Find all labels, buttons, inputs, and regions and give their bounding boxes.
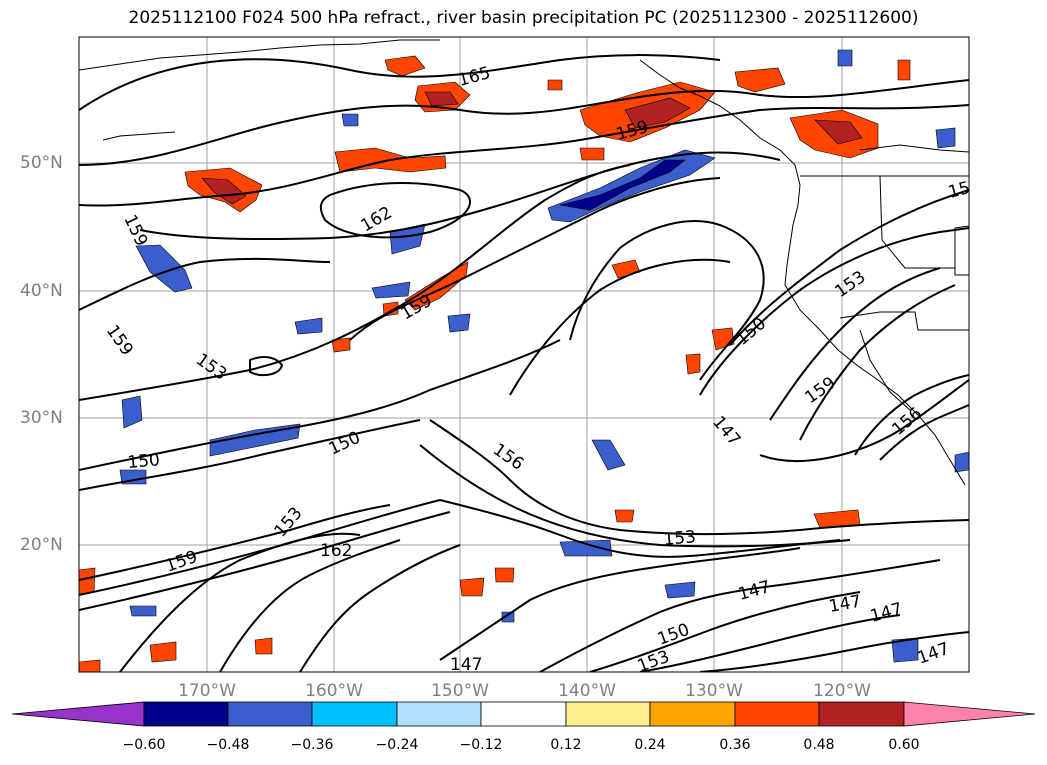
coastline (79, 39, 969, 486)
lat-label-30n: 30°N (20, 408, 63, 428)
lat-label-20n: 20°N (20, 535, 63, 555)
precip-negative-areas (119, 49, 969, 663)
lon-label-170w: 170°W (178, 681, 236, 701)
map-title: 2025112100 F024 500 hPa refract., river … (128, 8, 919, 28)
colorbar-under-extension (11, 701, 145, 727)
contour-label: 15 (946, 178, 972, 203)
contour-label: 147 (827, 592, 862, 617)
lon-label-160w: 160°W (305, 681, 363, 701)
lon-label-120w: 120°W (813, 681, 871, 701)
colorbar-over-extension (903, 701, 1036, 727)
contour-label: 147 (868, 599, 905, 627)
colorbar-tick: −0.12 (459, 737, 503, 753)
contour-label: 147 (450, 655, 482, 675)
colorbar-tick: 0.60 (888, 737, 920, 753)
lat-label-50n: 50°N (20, 153, 63, 173)
contour-label: 147 (736, 577, 773, 605)
contour-label: 159 (119, 212, 151, 250)
contour-label: 153 (831, 267, 869, 302)
contour-label: 162 (320, 541, 352, 561)
colorbar-tick: 0.48 (803, 737, 835, 753)
gridlines (79, 37, 969, 672)
contour-label: 165 (456, 63, 493, 91)
colorbar-tick: −0.36 (290, 737, 334, 753)
colorbar-tick: −0.48 (206, 737, 250, 753)
contour-label: 147 (915, 639, 952, 669)
lon-label-150w: 150°W (431, 681, 489, 701)
lon-label-140w: 140°W (558, 681, 616, 701)
colorbar-tick: 0.12 (550, 737, 582, 753)
lon-label-130w: 130°W (685, 681, 743, 701)
contour-label: 159 (102, 321, 137, 359)
contour-label: 150 (127, 450, 161, 473)
colorbar-tick: 0.36 (719, 737, 751, 753)
height-contours (79, 54, 969, 672)
contour-label: 156 (489, 440, 527, 475)
contour-label: 159 (163, 547, 200, 577)
lat-label-40n: 40°N (20, 281, 63, 301)
contour-label: 153 (663, 527, 697, 550)
colorbar-tick: −0.24 (375, 737, 419, 753)
contour-label: 153 (271, 503, 307, 541)
colorbar (11, 701, 1036, 727)
map-frame (78, 36, 970, 673)
colorbar-tick: 0.24 (634, 737, 666, 753)
contour-label: 150 (655, 620, 692, 650)
colorbar-tick: −0.60 (122, 737, 166, 753)
